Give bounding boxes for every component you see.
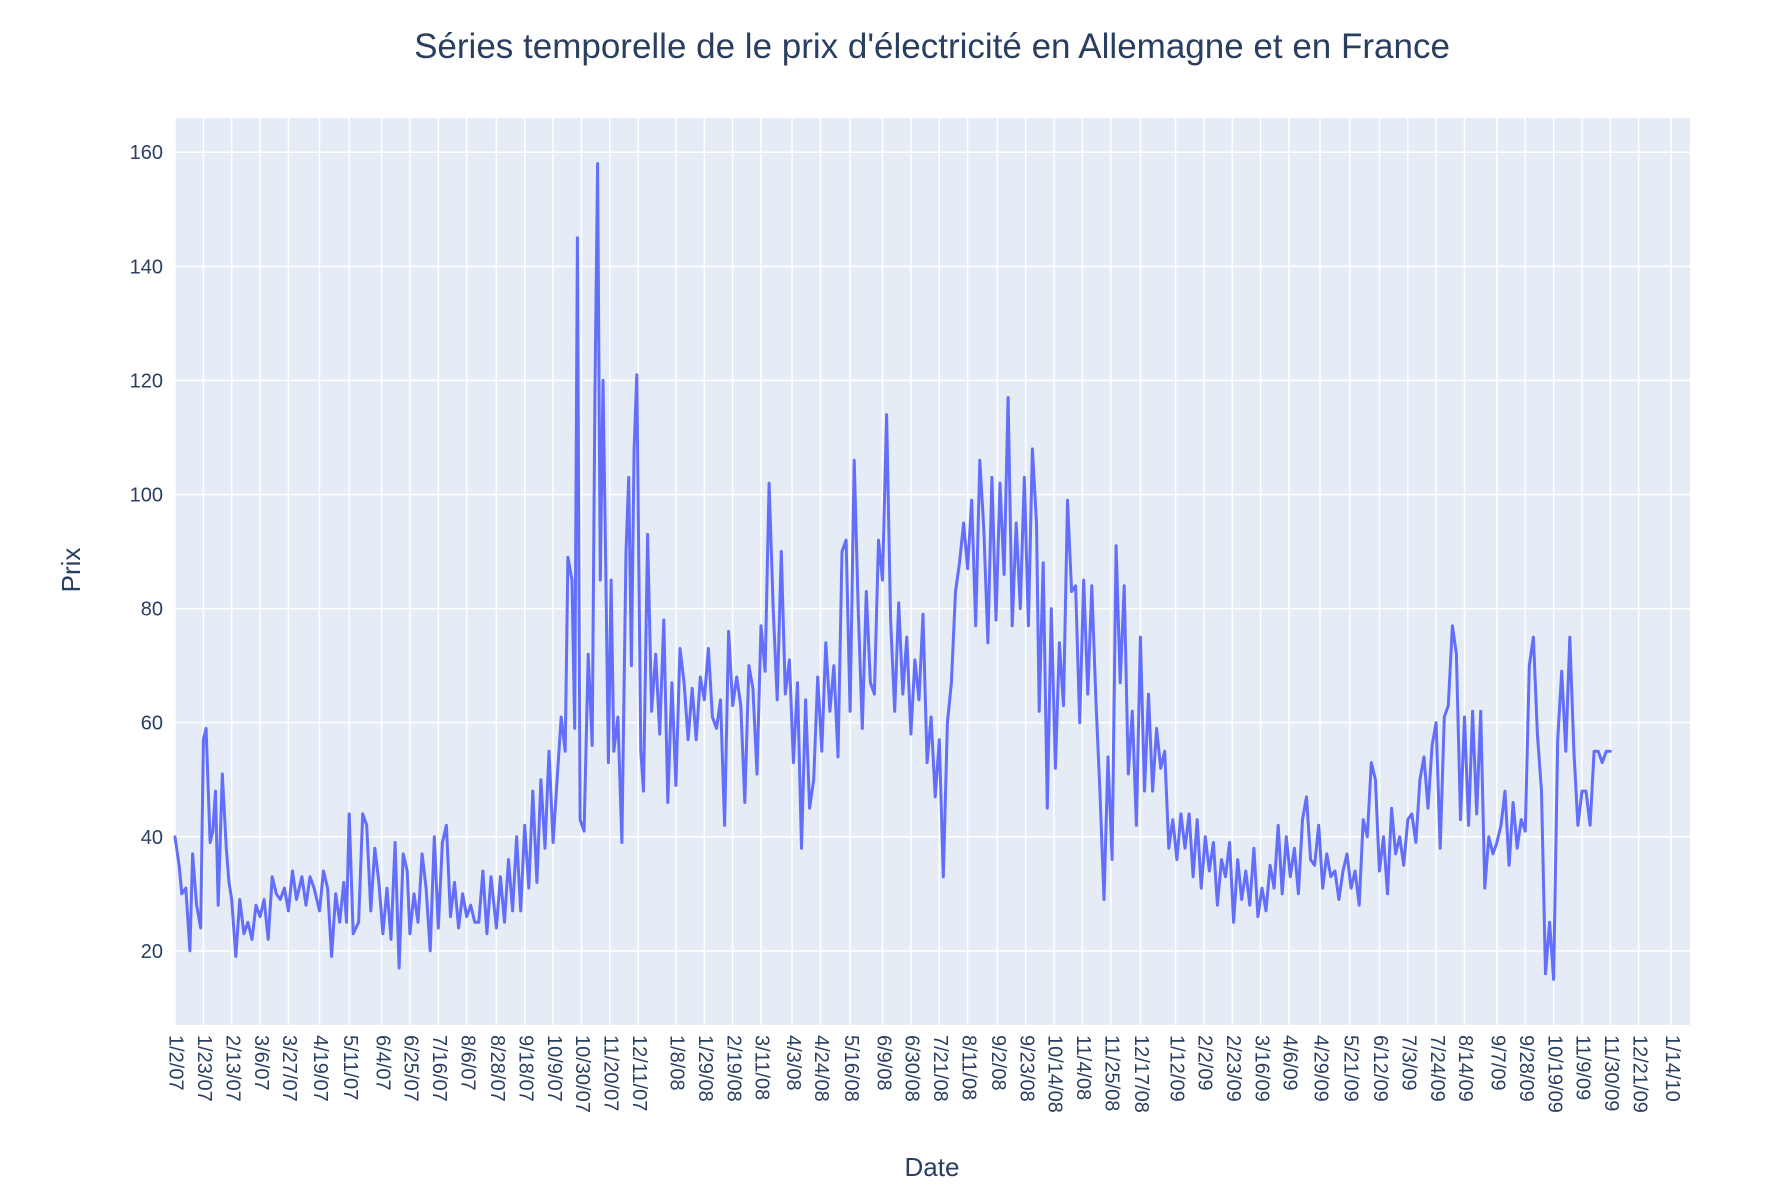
y-tick-label: 40 bbox=[141, 827, 163, 849]
y-tick-labels: 20 40 60 80 100 120 140 160 bbox=[130, 142, 163, 963]
x-tick-label: 4/29/09 bbox=[1310, 1035, 1332, 1102]
x-tick-label: 5/16/08 bbox=[840, 1035, 862, 1102]
x-tick-label: 2/23/09 bbox=[1222, 1035, 1244, 1102]
series-line-0 bbox=[173, 162, 1612, 981]
x-tick-label: 2/19/08 bbox=[722, 1035, 744, 1102]
x-tick-label: 6/9/08 bbox=[872, 1035, 894, 1091]
x-tick-label: 10/14/08 bbox=[1044, 1035, 1066, 1113]
x-tick-label: 3/16/09 bbox=[1250, 1035, 1272, 1102]
x-tick-label: 11/30/09 bbox=[1600, 1035, 1622, 1111]
y-tick-label: 160 bbox=[130, 142, 163, 164]
y-tick-label: 100 bbox=[130, 484, 163, 506]
series-layer bbox=[173, 162, 1612, 981]
y-tick-label: 60 bbox=[141, 713, 163, 735]
x-tick-label: 3/27/07 bbox=[278, 1035, 300, 1102]
x-tick-label: 1/8/08 bbox=[666, 1035, 688, 1091]
x-tick-label: 5/21/09 bbox=[1339, 1035, 1361, 1102]
x-tick-label: 6/25/07 bbox=[400, 1035, 422, 1102]
x-tick-label: 8/28/07 bbox=[486, 1035, 508, 1102]
x-tick-label: 9/23/08 bbox=[1015, 1035, 1037, 1102]
y-tick-label: 140 bbox=[130, 256, 163, 278]
x-tick-label: 12/17/08 bbox=[1130, 1035, 1152, 1113]
x-tick-label: 1/14/10 bbox=[1661, 1035, 1683, 1102]
x-tick-label: 7/3/09 bbox=[1398, 1035, 1420, 1091]
x-tick-label: 10/30/07 bbox=[571, 1035, 593, 1113]
y-axis-title: Prix bbox=[56, 548, 86, 593]
x-tick-label: 9/18/07 bbox=[514, 1035, 536, 1102]
x-tick-label: 11/9/09 bbox=[1572, 1035, 1594, 1100]
x-tick-label: 7/16/07 bbox=[428, 1035, 450, 1102]
plot-background bbox=[175, 118, 1690, 1025]
x-tick-label: 6/30/08 bbox=[901, 1035, 923, 1102]
x-tick-label: 4/24/08 bbox=[810, 1035, 832, 1102]
y-tick-label: 80 bbox=[141, 599, 163, 621]
x-axis-title: Date bbox=[905, 1152, 960, 1182]
x-tick-label: 1/12/09 bbox=[1165, 1035, 1187, 1102]
x-tick-label: 2/13/07 bbox=[221, 1035, 243, 1102]
x-tick-label: 9/2/08 bbox=[987, 1035, 1009, 1091]
x-tick-labels: 1/2/07 1/23/07 2/13/07 3/6/07 3/27/07 4/19/07… bbox=[165, 1035, 1683, 1113]
x-tick-label: 10/9/07 bbox=[543, 1035, 565, 1102]
x-tick-label: 6/12/09 bbox=[1369, 1035, 1391, 1102]
x-tick-label: 1/23/07 bbox=[193, 1035, 215, 1102]
y-tick-label: 120 bbox=[130, 370, 163, 392]
x-tick-label: 11/4/08 bbox=[1072, 1035, 1094, 1100]
x-gridlines bbox=[174, 118, 1672, 1025]
x-tick-label: 12/21/09 bbox=[1628, 1035, 1650, 1113]
y-tick-label: 20 bbox=[141, 941, 163, 963]
x-tick-label: 3/6/07 bbox=[250, 1035, 272, 1091]
x-tick-label: 7/24/09 bbox=[1426, 1035, 1448, 1102]
x-tick-label: 7/21/08 bbox=[929, 1035, 951, 1102]
x-tick-label: 8/11/08 bbox=[957, 1035, 979, 1100]
x-tick-label: 10/19/09 bbox=[1543, 1035, 1565, 1113]
x-tick-label: 1/2/07 bbox=[165, 1035, 187, 1091]
x-tick-label: 8/14/09 bbox=[1454, 1035, 1476, 1102]
x-tick-label: 5/11/07 bbox=[339, 1035, 361, 1100]
x-tick-label: 11/20/07 bbox=[600, 1035, 622, 1111]
x-tick-label: 4/6/09 bbox=[1279, 1035, 1301, 1091]
x-tick-label: 2/2/09 bbox=[1194, 1035, 1216, 1091]
x-tick-label: 12/11/07 bbox=[628, 1035, 650, 1111]
x-tick-label: 1/29/08 bbox=[694, 1035, 716, 1102]
x-tick-label: 4/19/07 bbox=[309, 1035, 331, 1102]
x-tick-label: 8/6/07 bbox=[456, 1035, 478, 1091]
x-tick-label: 3/11/08 bbox=[751, 1035, 773, 1100]
chart-title: Séries temporelle de le prix d'électrici… bbox=[414, 27, 1450, 66]
x-tick-label: 4/3/08 bbox=[782, 1035, 804, 1091]
x-tick-label: 9/7/09 bbox=[1487, 1035, 1509, 1091]
x-tick-label: 11/25/08 bbox=[1100, 1035, 1122, 1111]
x-tick-label: 6/4/07 bbox=[371, 1035, 393, 1091]
x-tick-label: 9/28/09 bbox=[1515, 1035, 1537, 1102]
